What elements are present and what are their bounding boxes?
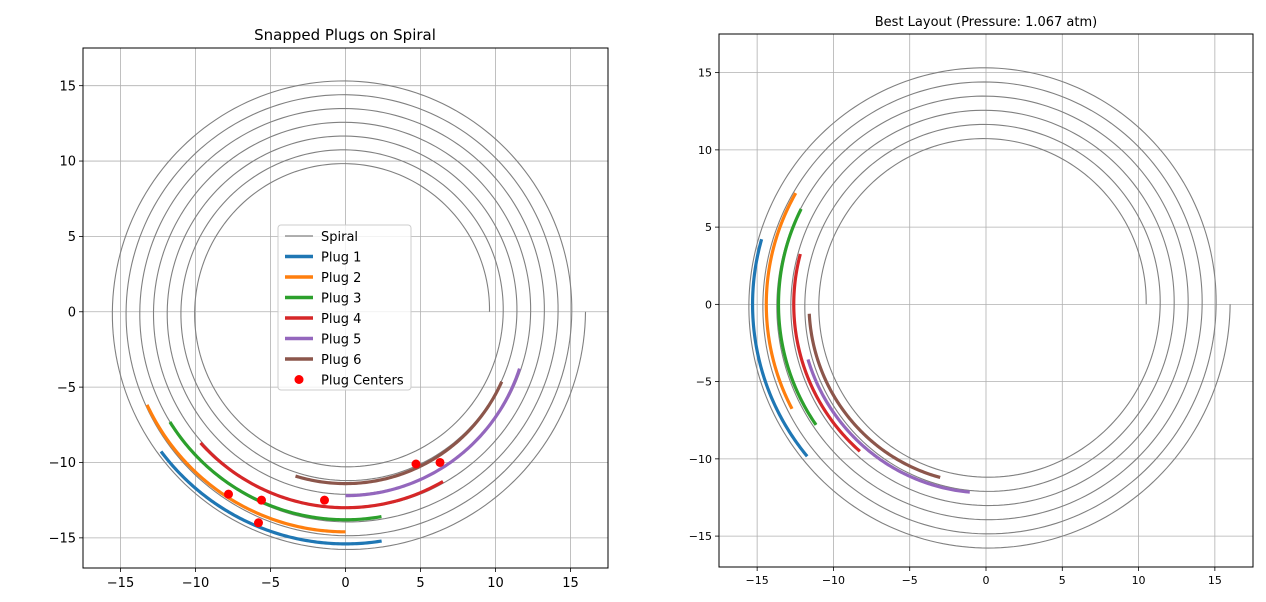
left-chart-x-tick-label: 10	[487, 576, 504, 591]
right-chart-plug-5-arc	[806, 359, 970, 494]
left-chart-y-tick-label: −5	[57, 381, 76, 396]
legend-label-plug-5: Plug 5	[321, 333, 361, 348]
legend-label-plug-4: Plug 4	[321, 312, 361, 327]
right-chart-x-tick-label: 10	[1132, 574, 1146, 587]
legend-label-spiral: Spiral	[321, 230, 358, 245]
legend: Spiral Plug 1 Plug 2 Plug 3 Plug 4 Plug …	[277, 224, 412, 391]
left-chart-x-tick-label: −15	[107, 576, 134, 591]
left-chart-x-ticks: −15 −10 −5 0 5 10 15	[107, 568, 579, 591]
left-chart-y-ticks: −15 −10 −5 0 5 10 15	[49, 79, 83, 547]
right-chart-y-tick-label: 0	[705, 298, 712, 311]
left-chart-plug-center-point	[320, 495, 329, 505]
left-chart-plug-center-point	[254, 518, 263, 528]
left-chart-y-tick-label: −15	[49, 532, 76, 547]
left-chart-x-tick-label: −10	[182, 576, 209, 591]
right-chart-y-tick-label: 15	[698, 67, 712, 80]
left-chart-x-tick-label: −5	[261, 576, 280, 591]
left-chart-y-tick-label: 10	[59, 155, 76, 170]
left-chart-x-tick-label: 5	[416, 576, 424, 591]
left-chart-x-tick-label: 0	[341, 576, 349, 591]
right-chart-y-tick-label: −15	[689, 530, 712, 543]
right-chart-x-ticks: −15 −10 −5 0 5 10 15	[746, 567, 1222, 587]
left-chart-plug-center-point	[435, 457, 445, 467]
left-chart-y-tick-label: 5	[68, 230, 76, 245]
left-chart-y-tick-label: 0	[68, 305, 76, 320]
right-chart-grid	[719, 34, 1253, 567]
legend-frame	[277, 224, 412, 391]
right-chart-x-tick-label: −15	[746, 574, 769, 587]
right-chart-spiral	[748, 67, 1231, 549]
right-chart-x-tick-label: −10	[822, 574, 845, 587]
right-chart-x-tick-label: 0	[983, 574, 990, 587]
right-chart-y-tick-label: −5	[696, 376, 712, 389]
right-chart-plug-6-arc	[807, 313, 941, 480]
right-chart-x-tick-label: 5	[1059, 574, 1066, 587]
right-chart-plug-4-arc	[792, 253, 861, 453]
left-chart-plug-4-arc	[199, 441, 444, 510]
right-chart-title: Best Layout (Pressure: 1.067 atm)	[875, 15, 1098, 30]
legend-label-plug-2: Plug 2	[321, 271, 361, 286]
right-chart-plug-2-arc	[764, 192, 798, 410]
right-chart-plug-3-arc	[776, 208, 818, 426]
left-chart: Snapped Plugs on Spiral −15 −10 −5 0 5 10 15 −…	[49, 26, 609, 591]
legend-label-plug-6: Plug 6	[321, 353, 361, 368]
left-chart-plug-5-arc	[345, 368, 522, 498]
right-chart-y-tick-label: −10	[689, 453, 712, 466]
right-chart-x-tick-label: 15	[1208, 574, 1222, 587]
right-chart-plug-1-arc	[750, 238, 809, 458]
right-chart-y-ticks: −15 −10 −5 0 5 10 15	[689, 67, 719, 543]
left-chart-plug-center-point	[224, 489, 233, 499]
left-chart-spiral-line	[111, 80, 587, 551]
legend-label-plug-centers: Plug Centers	[321, 374, 404, 389]
right-chart-plugs	[750, 192, 970, 494]
right-chart-x-tick-label: −5	[902, 574, 918, 587]
left-chart-y-tick-label: 15	[59, 79, 76, 94]
right-chart-y-tick-label: 10	[698, 144, 712, 157]
left-chart-plug-center-point	[411, 459, 421, 469]
left-chart-plug-center-point	[257, 495, 266, 505]
legend-label-plug-3: Plug 3	[321, 292, 361, 307]
left-chart-spiral	[111, 80, 587, 551]
left-chart-title: Snapped Plugs on Spiral	[254, 26, 436, 44]
left-chart-y-tick-label: −10	[49, 456, 76, 471]
legend-label-plug-1: Plug 1	[321, 251, 361, 266]
left-chart-plug-centers	[224, 457, 445, 528]
right-chart: Best Layout (Pressure: 1.067 atm) −15 −10…	[689, 15, 1254, 587]
right-chart-y-tick-label: 5	[705, 221, 712, 234]
right-chart-spiral-line	[748, 67, 1231, 549]
left-chart-x-tick-label: 15	[562, 576, 579, 591]
legend-swatch-plug-centers	[294, 375, 304, 384]
